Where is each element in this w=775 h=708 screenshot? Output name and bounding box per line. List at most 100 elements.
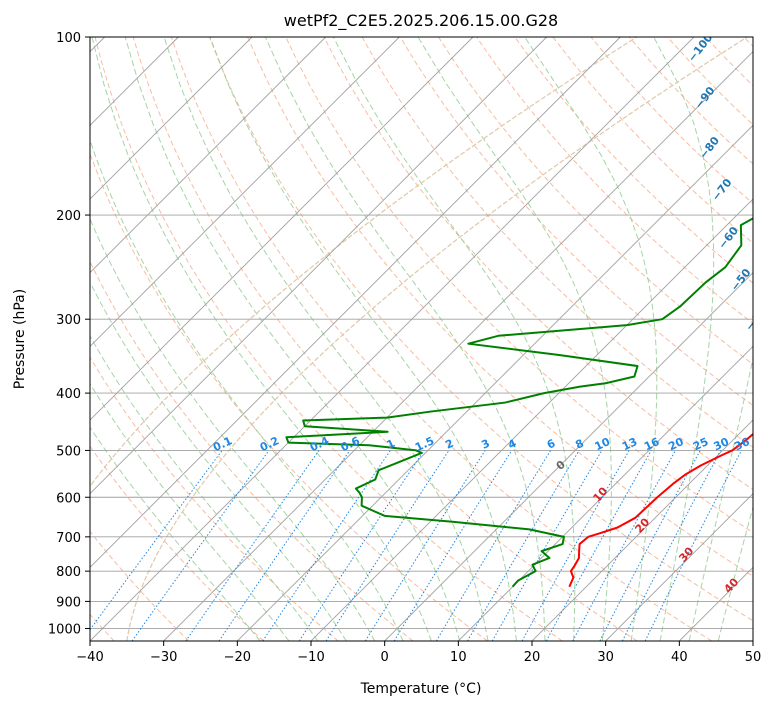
x-tick-label: 10: [450, 650, 467, 665]
mixing-ratio-line: [521, 450, 630, 641]
isotherm-line: [90, 37, 621, 568]
mixing-ratio-label: 20: [666, 435, 686, 453]
y-tick-label: 300: [56, 313, 81, 328]
x-tick-label: −10: [297, 650, 324, 665]
moist-adiabat-label: −90: [692, 84, 718, 112]
ccl-line: [90, 37, 638, 488]
isotherm-line: [90, 37, 253, 200]
moist-adiabat-label: −50: [728, 266, 754, 294]
y-tick-label: 100: [56, 31, 81, 46]
isotherm-line: [458, 345, 753, 641]
moist-adiabat-line: [90, 138, 404, 641]
moist-adiabat-line: [264, 37, 546, 641]
isotherm-line: [90, 37, 326, 274]
mixing-ratio-line: [298, 450, 425, 641]
pressure-gridlines: [90, 37, 753, 629]
moist-adiabats: [90, 37, 753, 641]
x-tick-label: 40: [671, 650, 688, 665]
moist-adiabat-line: [90, 426, 261, 641]
mixing-ratio-label: 25: [691, 435, 710, 453]
x-tick-label: 30: [597, 650, 614, 665]
moist-adiabat-line: [90, 382, 290, 641]
mixing-ratio-line: [364, 450, 486, 641]
mixing-ratio-line: [185, 450, 320, 641]
x-tick-label: 20: [524, 650, 541, 665]
mixing-ratio-label: 3: [479, 437, 491, 452]
mixing-ratio-label: 30: [712, 435, 732, 453]
x-tick-label: 50: [745, 650, 762, 665]
isotherm-line: [531, 419, 753, 641]
mixing-ratio-label: 10: [593, 435, 613, 453]
isotherm-line: [605, 493, 753, 641]
isotherm-line: [752, 640, 753, 641]
isotherm-line: [237, 124, 753, 641]
x-tick-label: −30: [150, 650, 177, 665]
mixing-ratio-line: [572, 450, 676, 641]
dry-adiabat-line: [285, 37, 753, 534]
moist-adiabat-line: [209, 37, 517, 641]
y-tick-label: 200: [56, 209, 81, 224]
isotherms: [90, 37, 753, 641]
dry-adiabats: [90, 37, 753, 641]
dry-adiabat-label: 30: [676, 544, 696, 564]
isotherm-line: [90, 37, 474, 421]
mixing-ratio-line: [599, 450, 701, 641]
mixing-ratio-label: 16: [642, 435, 662, 453]
mixing-ratio-lines: [90, 450, 742, 641]
mixing-ratio-label: 6: [545, 437, 558, 452]
mixing-ratio-label: 0.1: [211, 434, 234, 454]
y-tick-label: 1000: [48, 622, 81, 637]
moist-adiabat-line: [90, 281, 347, 641]
mixing-ratio-label: 0.4: [308, 434, 331, 454]
moist-adiabat-line: [124, 37, 461, 641]
dry-adiabat-line: [90, 260, 414, 641]
moist-adiabat-line: [90, 335, 319, 641]
mixing-ratio-label: 13: [620, 435, 639, 453]
x-axis-label: Temperature (°C): [360, 681, 482, 697]
moist-adiabat-line: [717, 505, 753, 641]
y-tick-label: 800: [56, 565, 81, 580]
moist-adiabat-line: [163, 37, 489, 641]
moist-adiabat-line: [91, 37, 432, 641]
plot-frame: [89, 36, 754, 642]
moist-adiabat-line: [524, 37, 658, 641]
isotherm-line: [90, 37, 695, 641]
moist-adiabat-line: [417, 37, 612, 641]
mixing-ratio-line: [644, 450, 742, 641]
ccl-line: [126, 37, 748, 641]
y-tick-label: 400: [56, 387, 81, 402]
dry-adiabat-line: [514, 37, 753, 284]
mixing-ratio-label: 0.2: [258, 434, 281, 454]
mixing-ratio-label: 4: [506, 437, 519, 452]
dry-adiabat-line: [705, 37, 753, 87]
chart-title: wetPf2_C2E5.2025.206.15.00.G28: [284, 11, 558, 31]
dry-adiabat-label: 40: [721, 575, 741, 595]
dry-adiabat-line: [90, 152, 488, 641]
mixing-ratio-label: 1: [385, 437, 397, 452]
isotherm-line: [679, 566, 753, 641]
mixing-ratio-label: 0.6: [339, 434, 362, 454]
isotherm-line: [384, 272, 753, 641]
dry-adiabat-line: [132, 37, 638, 641]
isotherm-line: [310, 198, 753, 641]
plot-area: 0.1 0.2 0.4 0.6 1 1.5 2 3 4 6 8 10 13 16 20 25 30 36−100−…: [90, 37, 769, 641]
dry-adiabat-line: [90, 445, 264, 641]
mixing-ratio-line: [131, 450, 270, 641]
isotherm-line: [163, 51, 753, 641]
x-axis-ticks: −40 −30 −20 −10 0 10 20 30 40 50: [76, 641, 761, 665]
temperature-profile: [568, 432, 753, 588]
mixing-ratio-line: [218, 450, 351, 641]
moist-adiabat-line: [688, 356, 753, 641]
y-axis-ticks: 100 200 300 400 500 600 700 800 900 1000: [48, 31, 90, 637]
y-tick-label: 700: [56, 531, 81, 546]
moist-adiabat-label: −40: [743, 306, 769, 334]
y-tick-label: 900: [56, 595, 81, 610]
moist-adiabat-line: [332, 37, 576, 641]
y-axis-label: Pressure (hPa): [12, 289, 28, 389]
moist-adiabat-line: [90, 217, 376, 641]
dry-adiabat-line: [94, 37, 563, 641]
isotherm-line: [90, 37, 400, 347]
x-tick-label: −20: [224, 650, 251, 665]
sounding-series: [285, 217, 753, 588]
